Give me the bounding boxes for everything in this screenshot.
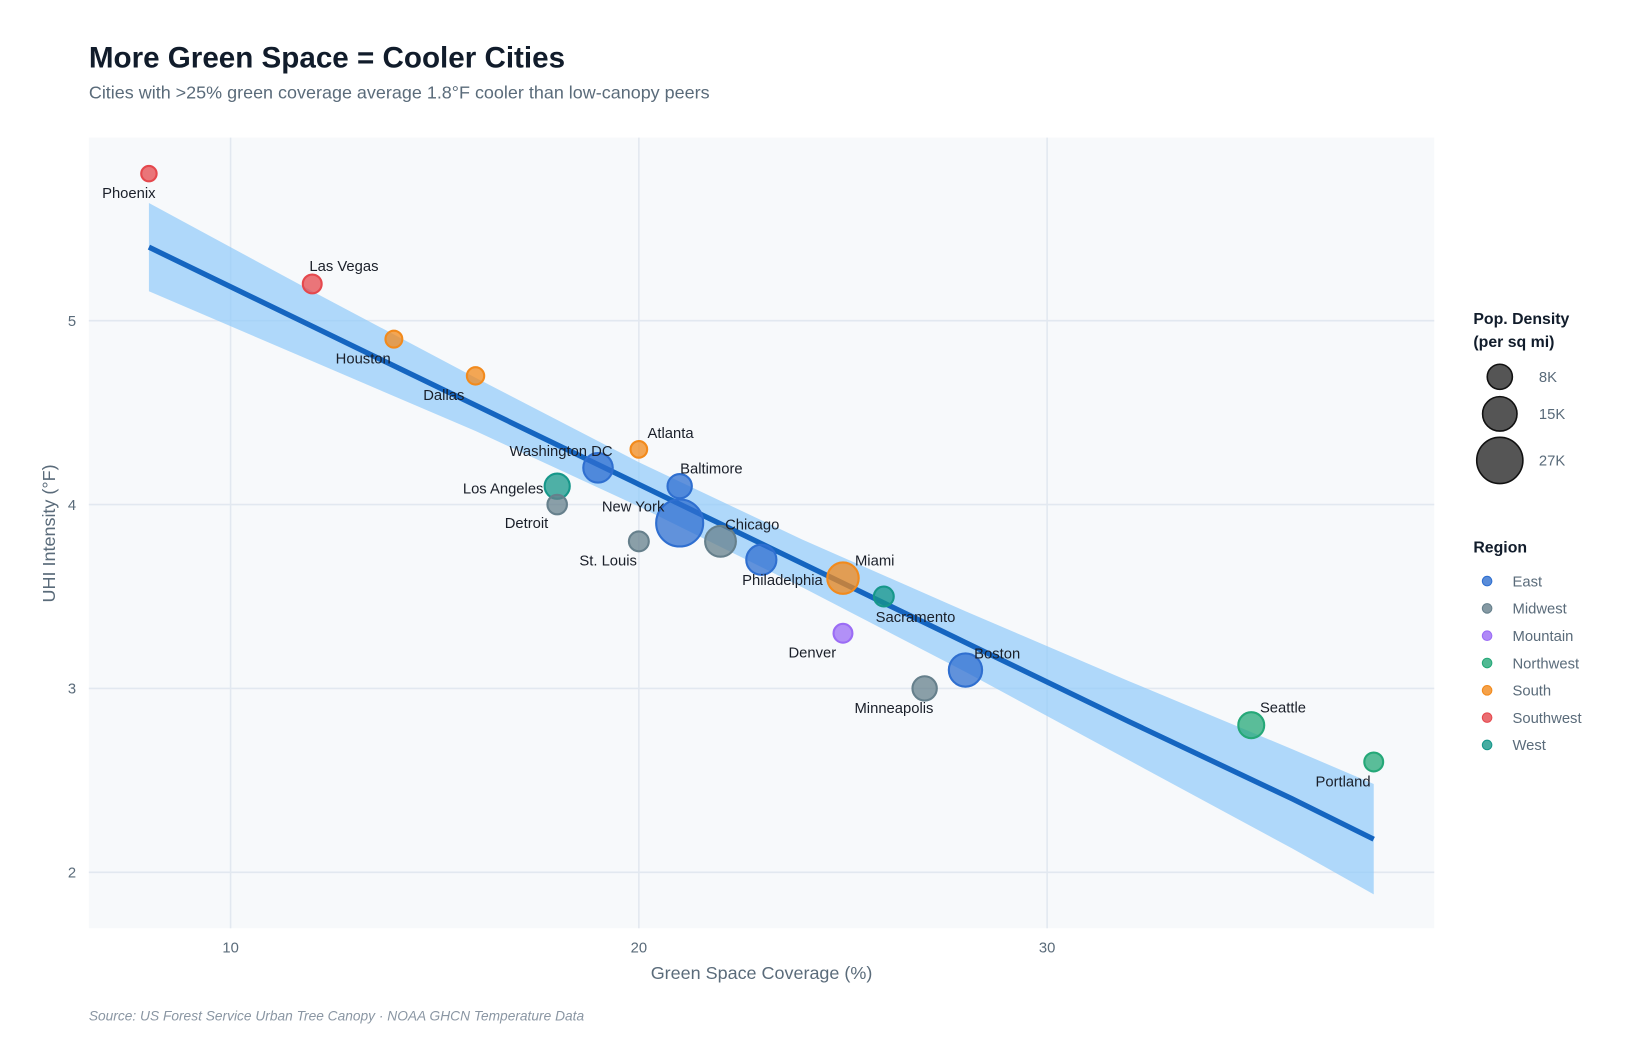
point-labels: Phoenix Las Vegas Houston Dallas Atlanta Wash…: [102, 186, 1371, 790]
size-legend-marker: [1481, 395, 1518, 432]
color-legend-marker: [1481, 712, 1493, 723]
y-tick-label: 3: [68, 682, 76, 698]
point-label: Sacramento: [876, 610, 956, 626]
size-legend: Pop. Density (per sq mi) 8K 15K 27K: [1473, 311, 1570, 485]
data-point: [582, 451, 614, 484]
trend-line: [147, 244, 1375, 842]
data-point: [745, 543, 778, 576]
data-point: [832, 622, 854, 644]
color-legend: Region East Midwest Mountain Northwest South…: [1473, 540, 1581, 755]
source-note: Source: US Forest Service Urban Tree Can…: [89, 1008, 585, 1023]
axis-ticks: 10 20 30 2 3 4 5: [68, 314, 1055, 957]
point-label: Detroit: [505, 516, 549, 532]
size-legend-label: 8K: [1539, 370, 1557, 386]
point-label: Houston: [336, 351, 391, 367]
color-legend-marker: [1481, 685, 1493, 696]
point-label: Phoenix: [102, 186, 156, 202]
data-point: [826, 561, 860, 595]
data-point: [546, 493, 568, 516]
y-tick-label: 2: [68, 866, 76, 882]
point-label: Seattle: [1260, 700, 1306, 716]
color-legend-label: South: [1513, 684, 1552, 700]
color-legend-marker: [1481, 739, 1493, 751]
size-legend-subtitle: (per sq mi): [1473, 334, 1554, 351]
data-point: [140, 164, 158, 183]
chart-title: More Green Space = Cooler Cities: [89, 42, 565, 75]
color-legend-marker: [1481, 630, 1493, 642]
point-label: Miami: [855, 553, 894, 569]
data-point: [947, 652, 984, 688]
point-label: Atlanta: [648, 426, 695, 442]
color-legend-marker: [1481, 603, 1493, 614]
y-tick-label: 4: [68, 498, 76, 514]
data-point: [1237, 711, 1266, 740]
color-legend-label: Southwest: [1513, 711, 1582, 727]
point-label: Minneapolis: [854, 701, 933, 717]
point-label: Denver: [788, 646, 836, 662]
color-legend-label: Northwest: [1513, 656, 1580, 672]
point-label: Chicago: [725, 518, 779, 534]
point-label: New York: [602, 499, 665, 515]
point-label: Portland: [1316, 774, 1371, 790]
data-points: [140, 164, 1385, 773]
data-point: [301, 273, 323, 295]
data-point: [704, 524, 737, 558]
data-point: [1363, 751, 1385, 773]
data-point: [629, 440, 649, 459]
size-legend-title: Pop. Density: [1473, 311, 1569, 328]
point-label: Las Vegas: [309, 259, 378, 275]
data-point: [872, 585, 895, 608]
color-legend-label: West: [1513, 738, 1546, 754]
y-axis-label: UHI Intensity (°F): [39, 464, 59, 602]
color-legend-marker: [1481, 575, 1493, 587]
data-point: [655, 498, 705, 548]
x-axis-label: Green Space Coverage (%): [651, 963, 873, 983]
point-label: Boston: [974, 646, 1020, 662]
color-legend-label: Midwest: [1513, 602, 1567, 618]
point-label: Baltimore: [680, 461, 742, 477]
x-tick-label: 30: [1039, 941, 1055, 957]
x-tick-label: 20: [631, 941, 647, 957]
size-legend-label: 15K: [1539, 407, 1565, 423]
y-tick-label: 5: [68, 314, 76, 330]
color-legend-title: Region: [1473, 540, 1527, 557]
chart-subtitle: Cities with >25% green coverage average …: [89, 82, 710, 102]
point-label: Washington DC: [509, 444, 612, 460]
point-label: Los Angeles: [463, 482, 544, 498]
data-point: [465, 366, 486, 386]
color-legend-marker: [1481, 657, 1493, 669]
size-legend-marker: [1486, 363, 1514, 391]
data-point: [384, 329, 404, 349]
x-tick-label: 10: [222, 941, 238, 957]
data-point: [627, 530, 650, 553]
point-label: St. Louis: [579, 554, 637, 570]
size-legend-label: 27K: [1539, 454, 1565, 470]
size-legend-marker: [1475, 436, 1524, 485]
color-legend-label: East: [1513, 574, 1543, 590]
color-legend-label: Mountain: [1513, 629, 1574, 645]
point-label: Philadelphia: [742, 573, 823, 589]
point-label: Dallas: [423, 388, 464, 404]
data-point: [666, 472, 693, 500]
data-point: [911, 675, 938, 702]
